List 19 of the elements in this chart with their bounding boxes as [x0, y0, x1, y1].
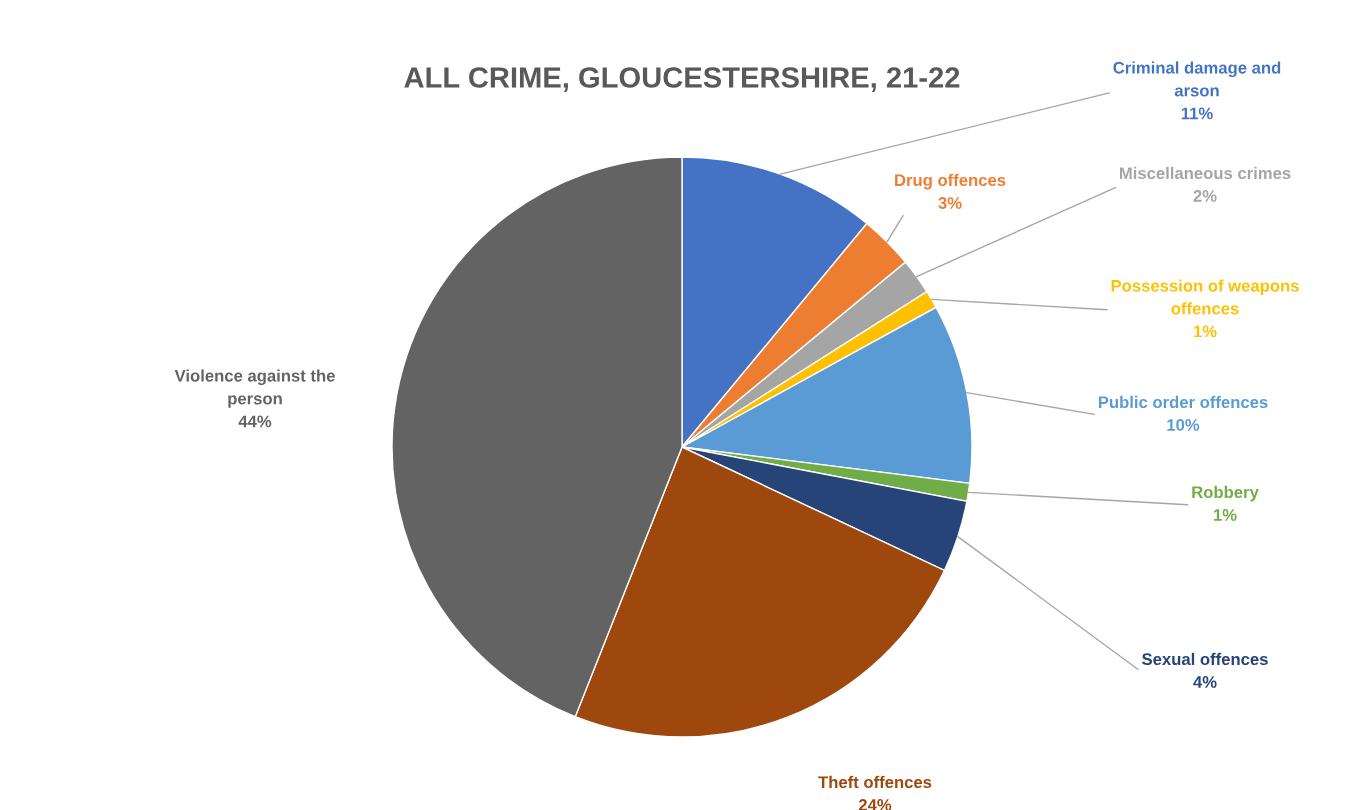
data-label: 1%: [1194, 325, 1217, 338]
slice-label: Theft offences: [818, 775, 932, 789]
slice-label: Sexual offences: [1142, 652, 1268, 666]
slice-label: Drug offences: [895, 173, 1006, 190]
data-label: 4%: [1193, 676, 1217, 688]
slice-label: Criminal damage and arson: [1113, 61, 1281, 97]
data-label: 11%: [1181, 107, 1213, 120]
chart-title: ALL CRIME, GLOUCESTERSHIRE, 21-22: [404, 67, 960, 93]
data-label: 24%: [858, 799, 892, 810]
slice-label: Robbery: [1192, 485, 1259, 502]
data-label: 44%: [238, 415, 272, 428]
slice-label: Public order offences: [1098, 395, 1268, 409]
slice-label: Miscellaneous crimes: [1119, 166, 1291, 180]
data-label: 2%: [1193, 190, 1217, 202]
data-label: 3%: [938, 197, 962, 209]
data-label: 10%: [1167, 419, 1200, 431]
slice-label: Violence against the person: [174, 369, 335, 408]
slice-label: Possession of weapons offences: [1111, 279, 1299, 315]
data-label: 1%: [1214, 509, 1237, 521]
